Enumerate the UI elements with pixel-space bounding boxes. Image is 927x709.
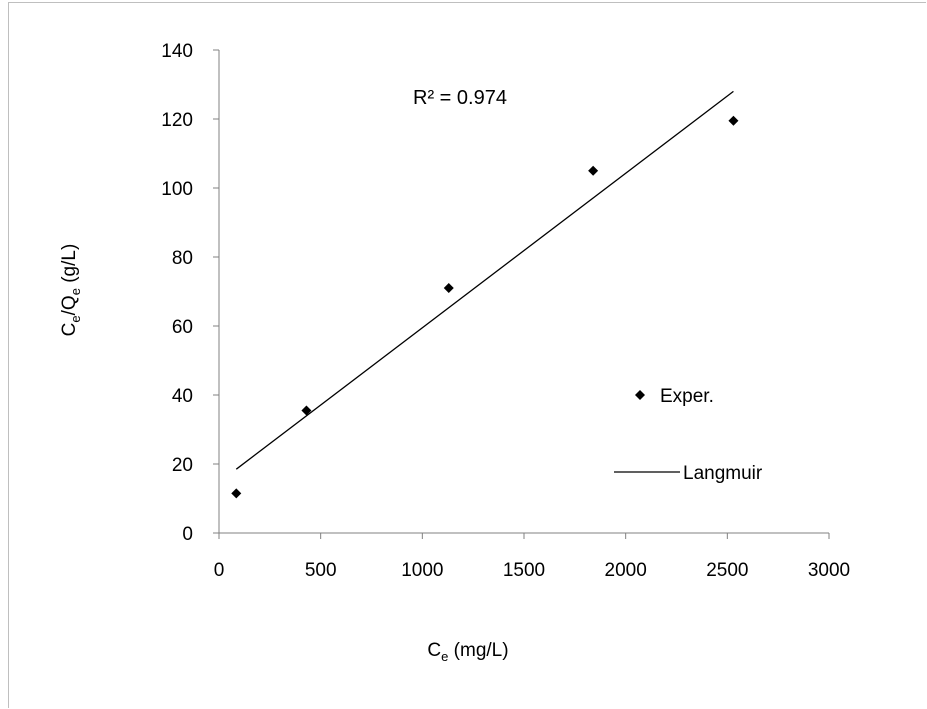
plot-area: 0 20 40 60 80 100 120 140 0 500 1000 1500 2000 2500 30… (161, 41, 850, 581)
data-point-exper (443, 283, 454, 294)
data-point-exper (728, 115, 739, 126)
legend-label-langmuir: Langmuir (683, 463, 763, 484)
x-tick-label: 2500 (706, 560, 748, 581)
x-tick-label: 500 (305, 560, 337, 581)
y-tick-label: 140 (161, 41, 193, 62)
r-squared-annotation: R² = 0.974 (413, 87, 507, 109)
y-tick-label: 20 (172, 455, 193, 476)
x-tick-label: 1500 (503, 560, 545, 581)
y-tick-label: 120 (161, 110, 193, 131)
x-tick-label: 1000 (401, 560, 443, 581)
y-tick-label: 60 (172, 317, 193, 338)
y-tick-label: 80 (172, 248, 193, 269)
chart-border (8, 2, 926, 708)
fit-line-langmuir (235, 90, 734, 470)
legend-label-exper: Exper. (660, 386, 714, 407)
y-tick-label: 100 (161, 179, 193, 200)
x-axis-title: Ce (mg/L) (427, 640, 508, 664)
legend: Exper. Langmuir (614, 386, 763, 484)
x-tick-label: 3000 (808, 560, 850, 581)
y-tick-label: 40 (172, 386, 193, 407)
y-axis-title: Ce/Qe (g/L) (59, 244, 83, 337)
x-tick-label: 0 (214, 560, 225, 581)
data-point-exper (301, 405, 312, 416)
data-point-exper (231, 488, 242, 499)
y-tick-label: 0 (182, 524, 193, 545)
data-point-exper (588, 165, 599, 176)
x-tick-label: 2000 (605, 560, 647, 581)
legend-marker-exper (635, 390, 645, 400)
